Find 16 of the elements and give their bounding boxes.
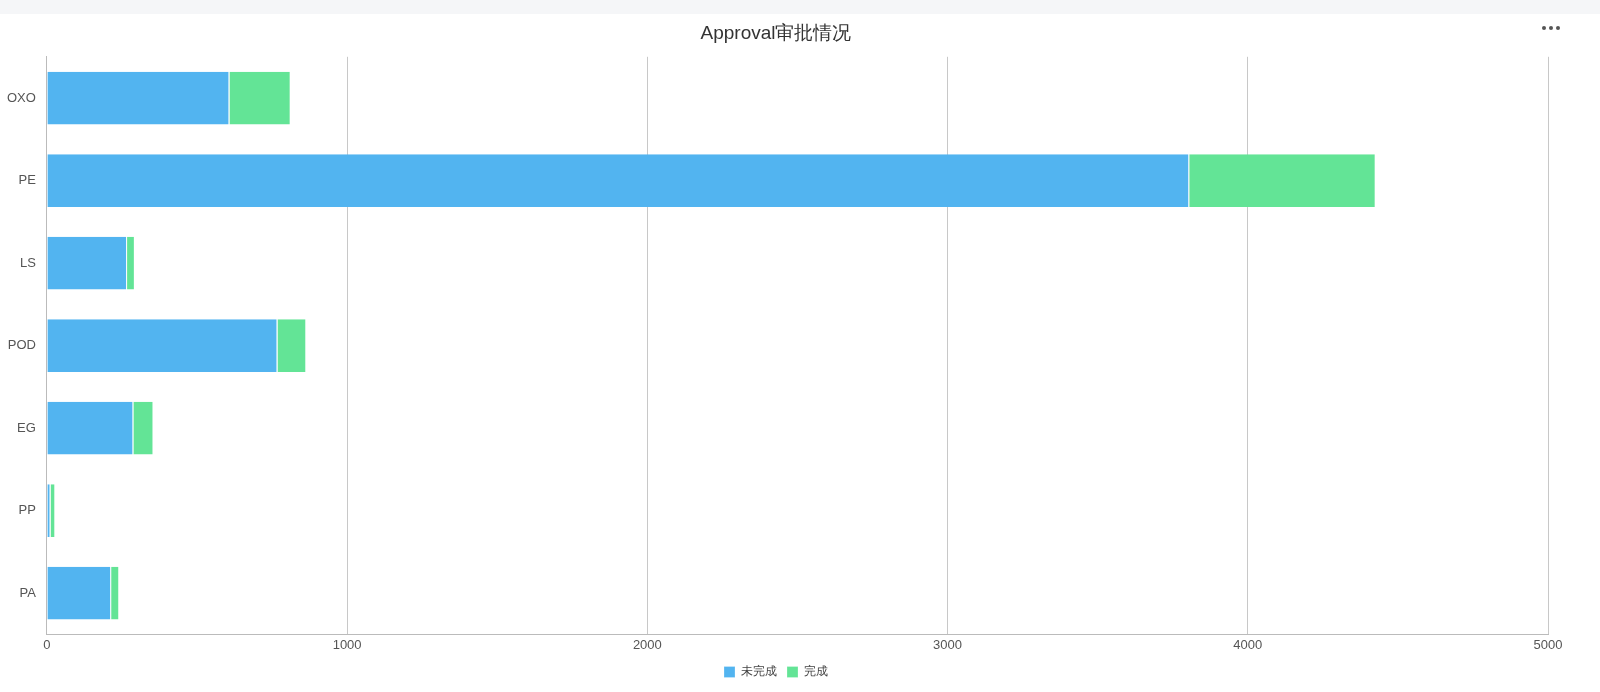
legend-label: 未完成	[741, 664, 777, 679]
y-tick-label: LS	[19, 254, 37, 270]
x-tick-label: 0	[43, 636, 51, 652]
x-tick-label: 2000	[632, 636, 662, 652]
y-tick-label: PE	[18, 172, 37, 188]
y-tick-label: EG	[17, 419, 36, 435]
y-tick-label: PP	[18, 502, 36, 518]
legend-label: 完成	[804, 664, 828, 679]
y-tick-label: OXO	[6, 89, 36, 105]
y-tick-label: PA	[19, 584, 37, 600]
x-tick-label: 5000	[1533, 636, 1563, 652]
x-tick-label: 1000	[332, 636, 362, 652]
y-tick-label: POD	[7, 337, 36, 353]
x-tick-label: 4000	[1233, 636, 1263, 652]
chart-title: Approval审批情况	[700, 21, 852, 43]
x-tick-label: 3000	[933, 636, 963, 652]
